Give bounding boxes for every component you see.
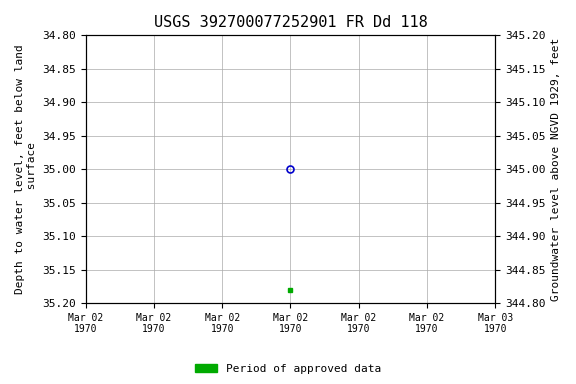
Y-axis label: Depth to water level, feet below land
 surface: Depth to water level, feet below land su…: [15, 44, 37, 294]
Legend: Period of approved data: Period of approved data: [191, 359, 385, 379]
Y-axis label: Groundwater level above NGVD 1929, feet: Groundwater level above NGVD 1929, feet: [551, 38, 561, 301]
Title: USGS 392700077252901 FR Dd 118: USGS 392700077252901 FR Dd 118: [154, 15, 427, 30]
